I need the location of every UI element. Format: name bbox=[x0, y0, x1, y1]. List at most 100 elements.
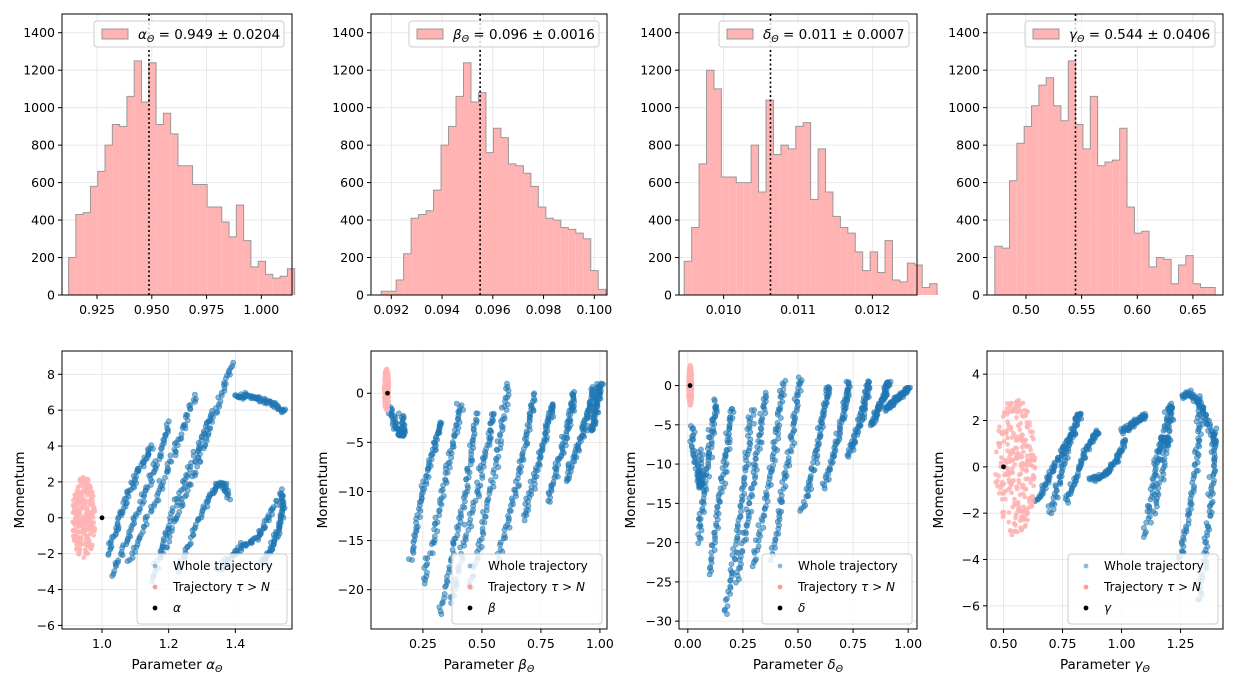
histogram-bar bbox=[1163, 259, 1172, 295]
x-axis-label: Parameter δΘ bbox=[753, 657, 844, 675]
y-tick-label: −4 bbox=[37, 582, 55, 597]
y-tick-label: 1200 bbox=[640, 63, 672, 78]
whole-trajectory-point bbox=[197, 451, 203, 457]
y-tick-label: −2 bbox=[962, 506, 980, 521]
whole-trajectory-point bbox=[178, 431, 185, 438]
histogram-bar bbox=[743, 182, 752, 295]
whole-trajectory-point bbox=[446, 459, 453, 466]
legend-box bbox=[718, 20, 910, 48]
histogram-outline bbox=[683, 69, 938, 295]
histogram-bar bbox=[907, 263, 915, 295]
histogram-bar bbox=[1009, 180, 1017, 295]
histogram-bar bbox=[83, 212, 91, 295]
x-axis-label-text: Parameter bbox=[132, 657, 207, 673]
histogram-bar bbox=[411, 218, 419, 295]
histogram-bar bbox=[751, 145, 759, 295]
histogram-bar bbox=[840, 227, 848, 295]
whole-trajectory-point bbox=[703, 471, 710, 477]
y-tick-label: −4 bbox=[962, 552, 980, 567]
legend-marker bbox=[467, 584, 473, 590]
histogram-bar bbox=[478, 92, 486, 296]
whole-trajectory-point bbox=[498, 438, 505, 444]
x-tick-label: 0.092 bbox=[373, 302, 409, 317]
posterior-point bbox=[86, 485, 92, 491]
histogram-bar bbox=[500, 137, 509, 295]
histogram-bar bbox=[818, 148, 826, 295]
legend: δΘ = 0.011 ± 0.0007 bbox=[718, 20, 910, 48]
legend-box bbox=[1024, 20, 1216, 48]
posterior-point bbox=[1029, 502, 1035, 507]
histogram-bar bbox=[470, 102, 479, 296]
legend: βΘ = 0.096 ± 0.0016 bbox=[408, 20, 600, 48]
trajectory-arc bbox=[733, 389, 769, 586]
posterior-point bbox=[1028, 447, 1033, 453]
histogram-bar bbox=[699, 163, 707, 295]
legend-entry-math: τ > N bbox=[1167, 580, 1201, 594]
whole-trajectory-point bbox=[1209, 498, 1216, 505]
posterior-point bbox=[1012, 500, 1017, 506]
y-tick-label: −6 bbox=[37, 618, 55, 633]
histogram-bar bbox=[568, 229, 576, 295]
whole-trajectory-point bbox=[771, 444, 777, 451]
whole-trajectory-point bbox=[759, 415, 766, 422]
histogram-bar bbox=[75, 214, 84, 295]
posterior-point bbox=[1003, 488, 1008, 494]
trajectory-arc bbox=[584, 380, 606, 434]
y-tick-label: 1000 bbox=[948, 100, 980, 115]
legend-marker bbox=[152, 605, 158, 611]
y-tick-label: 800 bbox=[648, 138, 672, 153]
posterior-point bbox=[1019, 432, 1025, 438]
legend-entry-label: Whole trajectory bbox=[173, 559, 273, 573]
posterior-point bbox=[81, 489, 87, 495]
histogram-bar bbox=[914, 265, 923, 295]
posterior-point bbox=[385, 376, 390, 382]
whole-trajectory-point bbox=[755, 543, 762, 550]
whole-trajectory-point bbox=[482, 451, 489, 457]
legend: Whole trajectory Trajectory τ > N α bbox=[136, 553, 288, 625]
x-tick-label: 0.75 bbox=[839, 636, 867, 651]
histogram-bar bbox=[90, 186, 98, 295]
whole-trajectory-point bbox=[461, 521, 468, 528]
histogram-bar bbox=[1082, 148, 1091, 295]
x-tick-label: 0.75 bbox=[527, 636, 555, 651]
posterior-point bbox=[1005, 435, 1010, 441]
whole-trajectory-point bbox=[437, 421, 444, 427]
axes-frame bbox=[370, 350, 608, 630]
legend-entry-text: Trajectory bbox=[172, 580, 236, 594]
true-value-point bbox=[687, 383, 693, 388]
whole-trajectory-point bbox=[111, 568, 118, 574]
whole-trajectory-point bbox=[485, 495, 492, 502]
posterior-point bbox=[74, 521, 79, 527]
whole-trajectory-point bbox=[497, 539, 504, 546]
whole-trajectory-point bbox=[441, 591, 448, 597]
y-tick-label: 1200 bbox=[948, 63, 980, 78]
posterior-point bbox=[82, 531, 87, 537]
y-tick-label: 1000 bbox=[640, 100, 672, 115]
posterior-point bbox=[1023, 413, 1028, 419]
histogram-bar bbox=[448, 126, 457, 296]
y-tick-label: 4 bbox=[972, 367, 980, 382]
posterior-point bbox=[1025, 476, 1031, 482]
whole-trajectory-point bbox=[501, 413, 507, 419]
histogram-bar bbox=[780, 145, 789, 295]
y-tick-label: 1400 bbox=[332, 25, 364, 40]
trajectory-arc bbox=[882, 384, 913, 414]
posterior-point bbox=[1016, 397, 1022, 403]
histogram-panel: 0.50 0.55 0.60 0.65 0 200 400 600 800 1000 1200 140… bbox=[948, 13, 1224, 317]
posterior-point bbox=[84, 492, 90, 498]
whole-trajectory-point bbox=[143, 484, 149, 491]
histogram-bar bbox=[243, 240, 251, 295]
posterior-point bbox=[88, 518, 93, 524]
x-tick-label: 1.000 bbox=[243, 302, 279, 317]
whole-trajectory-point bbox=[770, 439, 777, 446]
whole-trajectory-point bbox=[168, 458, 175, 465]
whole-trajectory-point bbox=[497, 546, 504, 553]
posterior-point bbox=[383, 385, 388, 391]
posterior-point bbox=[1009, 409, 1015, 414]
whole-trajectory-point bbox=[760, 524, 767, 531]
whole-trajectory-point bbox=[410, 544, 417, 551]
whole-trajectory-point bbox=[497, 431, 503, 438]
histogram-bar bbox=[795, 126, 804, 296]
